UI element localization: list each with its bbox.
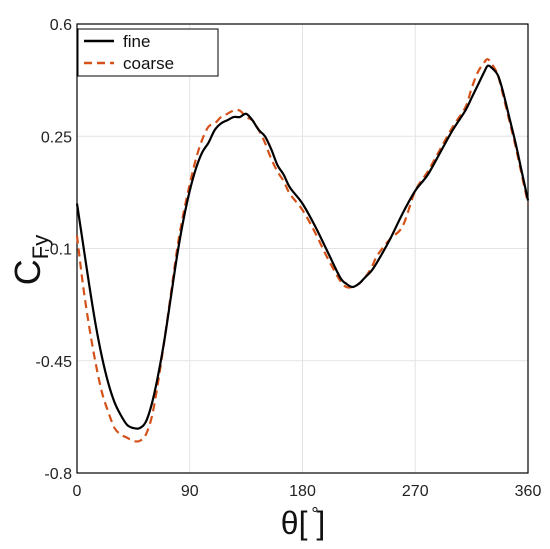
x-tick-label: 0 — [73, 483, 82, 500]
x-tick-label: 180 — [289, 483, 316, 500]
grid — [77, 24, 528, 473]
y-tick-label: -0.1 — [44, 242, 72, 259]
y-tick-labels: -0.8 -0.45 -0.1 0.25 0.6 — [36, 17, 73, 483]
series-line-fine — [75, 64, 530, 430]
x-tick-label: 270 — [402, 483, 429, 500]
legend: fine coarse — [77, 28, 219, 77]
x-axis-title: θ[ ] — [281, 505, 325, 541]
series-line-coarse — [75, 58, 530, 443]
legend-label-coarse: coarse — [123, 54, 174, 73]
legend-label-fine: fine — [123, 32, 150, 51]
plot-frame — [76, 23, 529, 474]
series-layer — [75, 58, 530, 443]
x-axis-degree-mark: ° — [311, 504, 318, 524]
x-tick-label: 360 — [515, 483, 542, 500]
svg-text:CFy: CFy — [7, 235, 53, 285]
x-tick-labels: 0 90 180 270 360 — [73, 483, 542, 500]
y-tick-label: -0.45 — [36, 354, 73, 371]
y-tick-label: 0.25 — [41, 129, 72, 146]
y-axis-title-main: C — [7, 259, 48, 285]
y-axis-title: CFy — [7, 235, 53, 285]
y-tick-label: -0.8 — [44, 466, 72, 483]
y-axis-title-sub: Fy — [28, 235, 53, 259]
y-tick-label: 0.6 — [50, 17, 72, 34]
x-tick-label: 90 — [181, 483, 199, 500]
legend-box — [77, 28, 219, 77]
